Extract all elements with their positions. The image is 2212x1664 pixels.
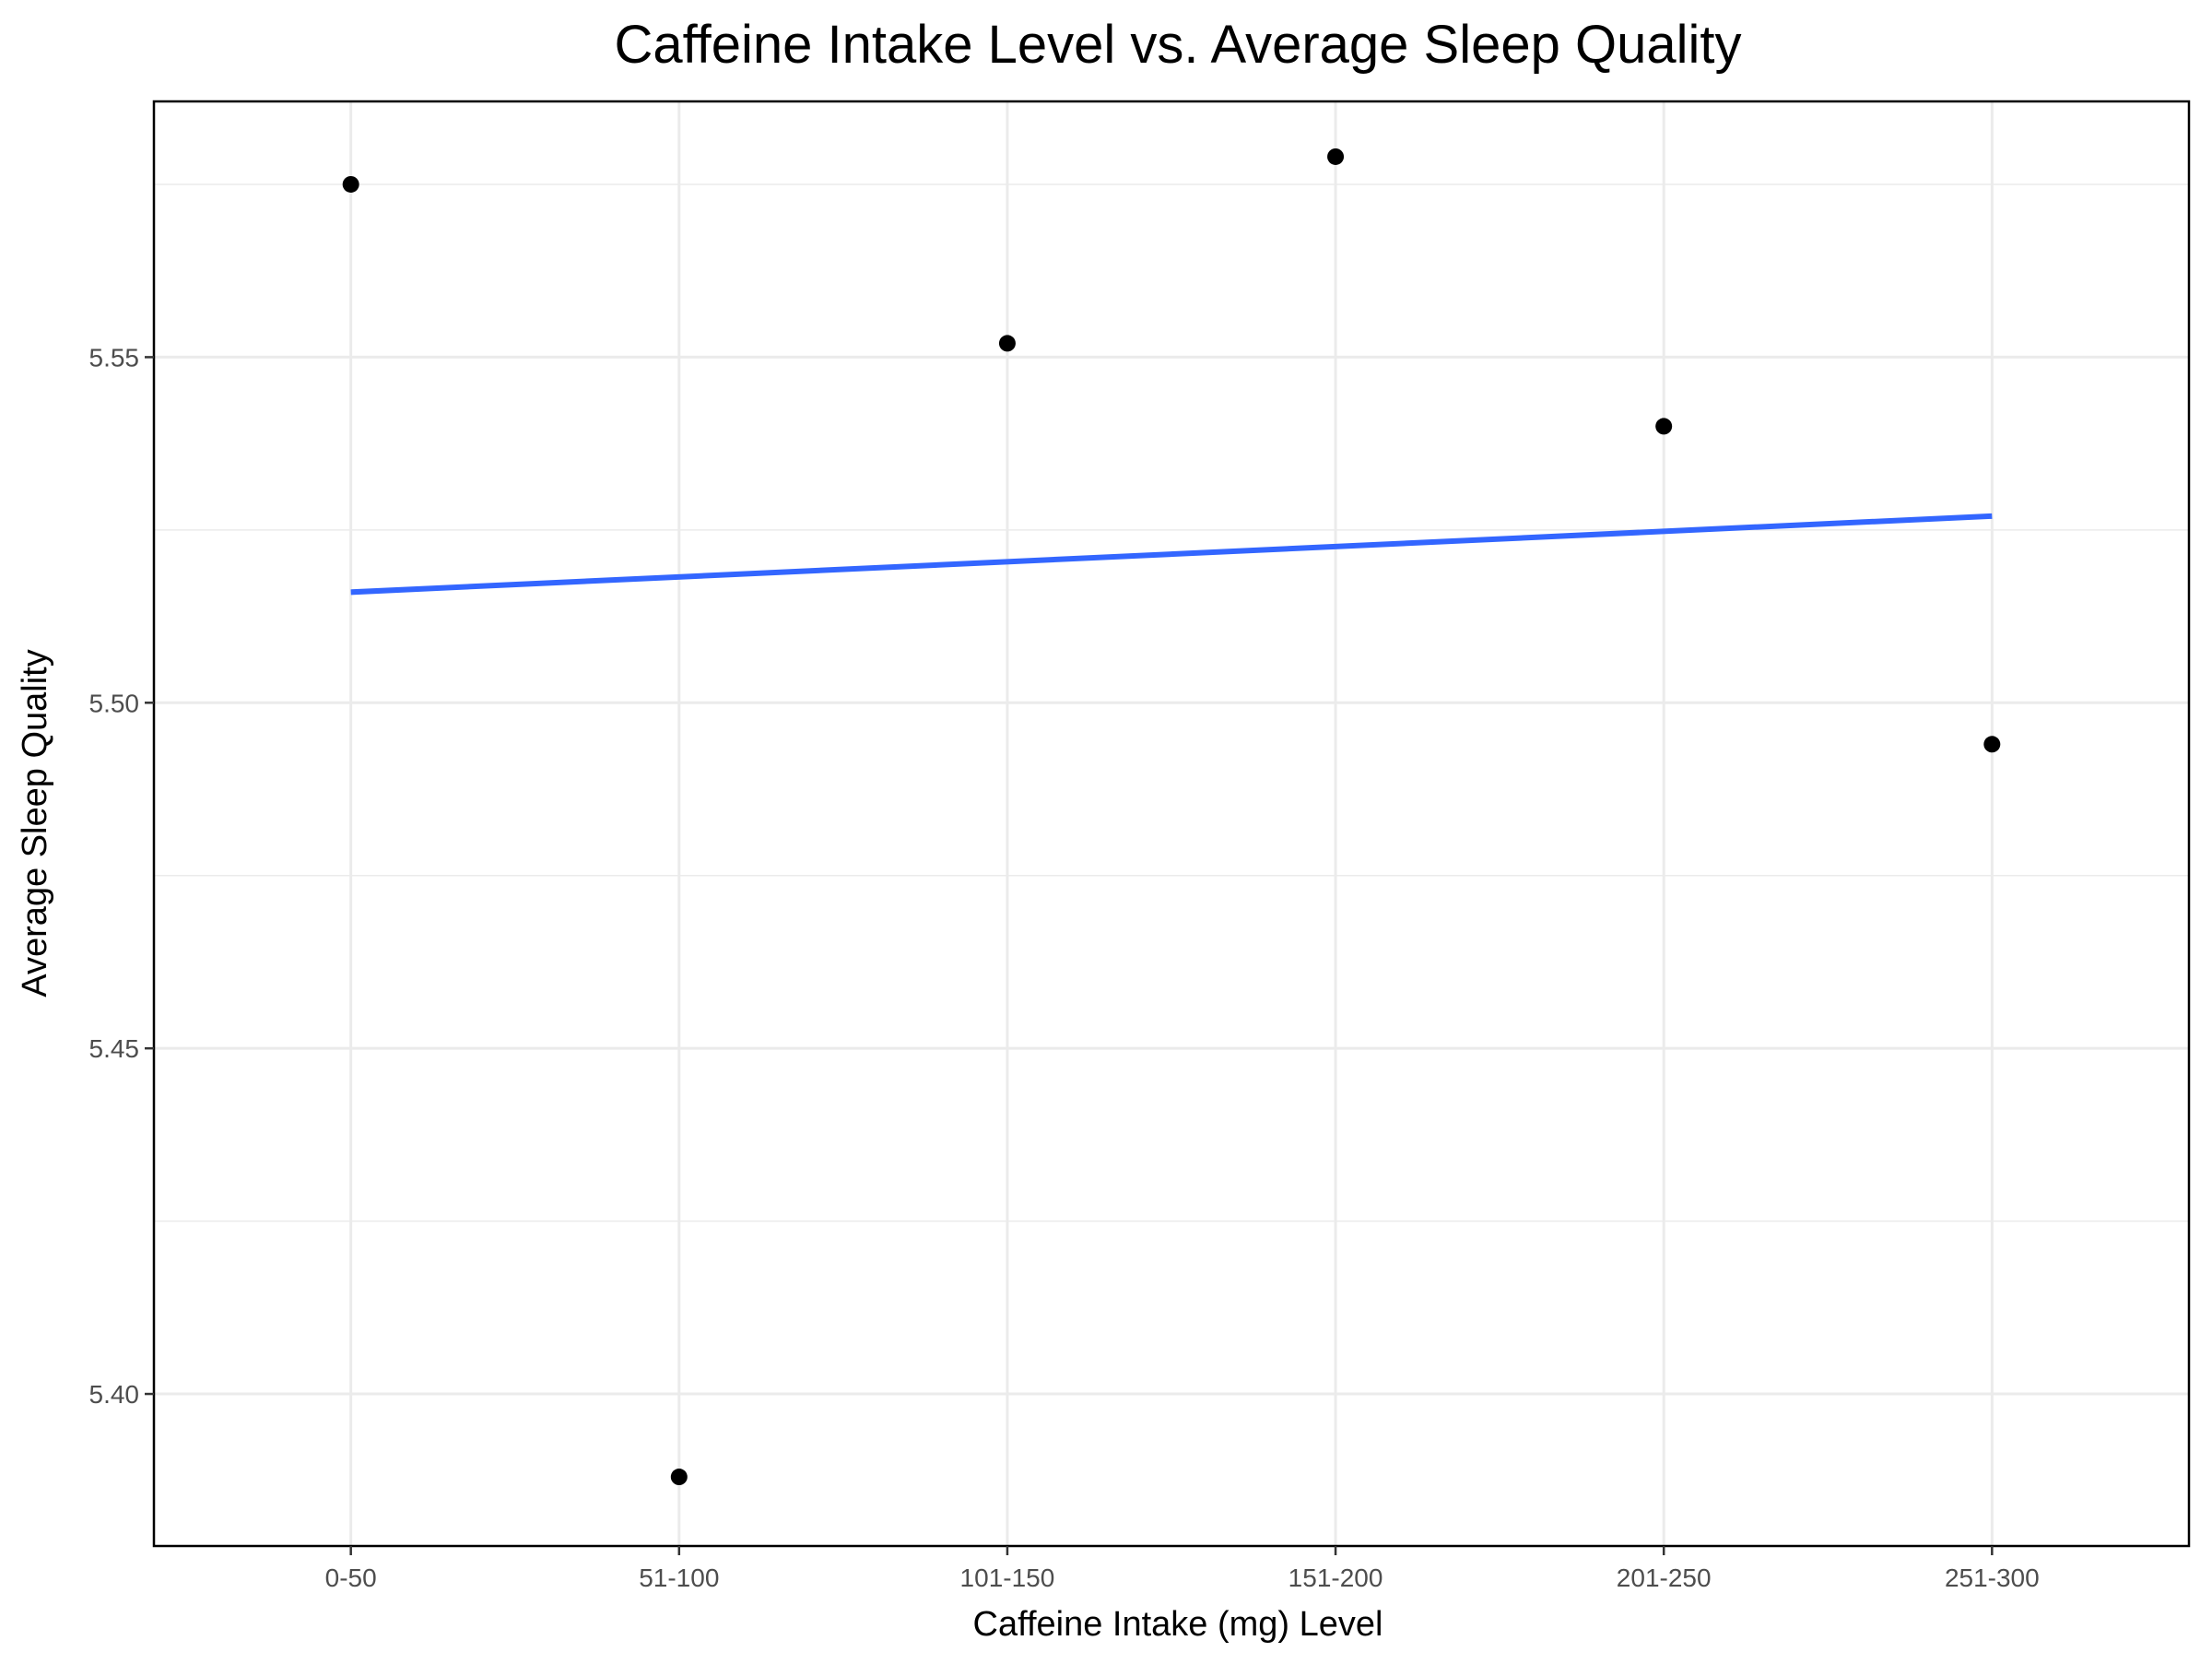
data-points [342, 148, 2001, 1486]
data-point-51-100 [670, 1469, 688, 1486]
trend-line [350, 513, 1993, 596]
chart-title: Caffeine Intake Level vs. Average Sleep … [614, 15, 1741, 75]
x-axis-title: Caffeine Intake (mg) Level [973, 1605, 1383, 1644]
y-tick-label: 5.45 [89, 1034, 140, 1063]
y-tick-label: 5.55 [89, 343, 140, 372]
x-tick-label: 51-100 [639, 1564, 719, 1592]
x-tick-label: 101-150 [960, 1564, 1055, 1592]
y-tick-label: 5.40 [89, 1380, 140, 1409]
data-point-0-50 [342, 175, 359, 193]
x-tick-label: 201-250 [1617, 1564, 1712, 1592]
y-axis-title: Average Sleep Quality [16, 649, 54, 997]
data-point-251-300 [1983, 736, 2001, 753]
x-tick-label: 251-300 [1945, 1564, 2040, 1592]
x-tick-label: 151-200 [1288, 1564, 1383, 1592]
panel-border [152, 100, 2191, 1548]
data-point-101-150 [998, 335, 1016, 352]
trend-line-group [350, 513, 1993, 596]
axes: 5.40 5.45 5.50 5.55 0-50 51-100 101-150 151-200… [89, 343, 2040, 1592]
x-tick-label: 0-50 [325, 1564, 377, 1592]
data-point-201-250 [1655, 418, 1673, 435]
y-tick-label: 5.50 [89, 689, 140, 717]
data-point-151-200 [1327, 148, 1345, 165]
